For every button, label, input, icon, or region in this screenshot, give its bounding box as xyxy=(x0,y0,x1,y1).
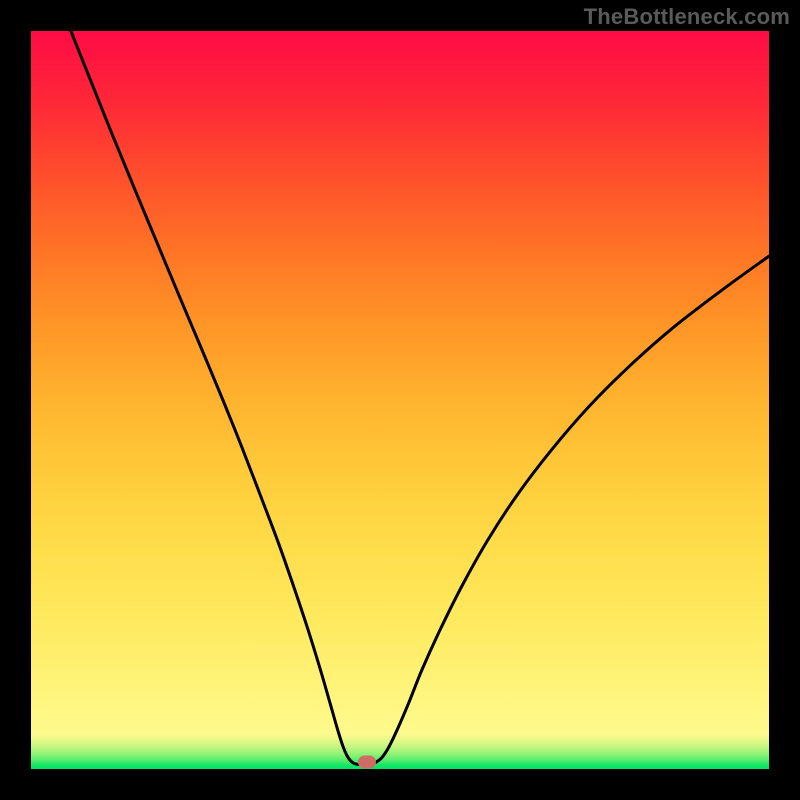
plot-area xyxy=(31,31,769,769)
bottleneck-curve xyxy=(71,31,769,765)
minimum-marker xyxy=(358,755,376,768)
chart-container: TheBottleneck.com xyxy=(0,0,800,800)
watermark-text: TheBottleneck.com xyxy=(584,4,790,30)
curve-svg xyxy=(31,31,769,769)
